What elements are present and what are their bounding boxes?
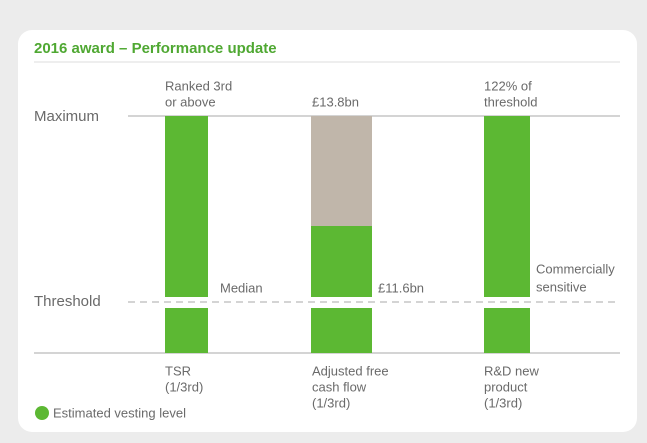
top-label: threshold: [484, 94, 537, 109]
bar: [311, 308, 372, 353]
column-name: Adjusted free: [312, 363, 389, 378]
side-label: Commercially: [536, 261, 615, 276]
column-name: (1/3rd): [312, 395, 350, 410]
side-label: Median: [220, 280, 263, 295]
top-label: Ranked 3rd: [165, 78, 232, 93]
column-name: R&D new: [484, 363, 540, 378]
side-label: sensitive: [536, 279, 587, 294]
bar: [484, 116, 530, 297]
top-label: or above: [165, 94, 216, 109]
bar: [311, 226, 372, 297]
column-name: TSR: [165, 363, 191, 378]
top-label: 122% of: [484, 78, 532, 93]
column-name: cash flow: [312, 379, 367, 394]
bar-remainder: [311, 116, 372, 226]
legend-swatch: [35, 406, 49, 420]
legend-label: Estimated vesting level: [53, 405, 186, 420]
side-label: £11.6bn: [378, 280, 424, 295]
top-label: £13.8bn: [312, 94, 359, 109]
column-name: product: [484, 379, 528, 394]
bar: [165, 116, 208, 297]
threshold-label: Threshold: [34, 293, 101, 310]
column-name: (1/3rd): [484, 395, 522, 410]
column-name: (1/3rd): [165, 379, 203, 394]
bar: [484, 308, 530, 353]
title: 2016 award – Performance update: [34, 40, 277, 57]
bar: [165, 308, 208, 353]
maximum-label: Maximum: [34, 108, 99, 125]
